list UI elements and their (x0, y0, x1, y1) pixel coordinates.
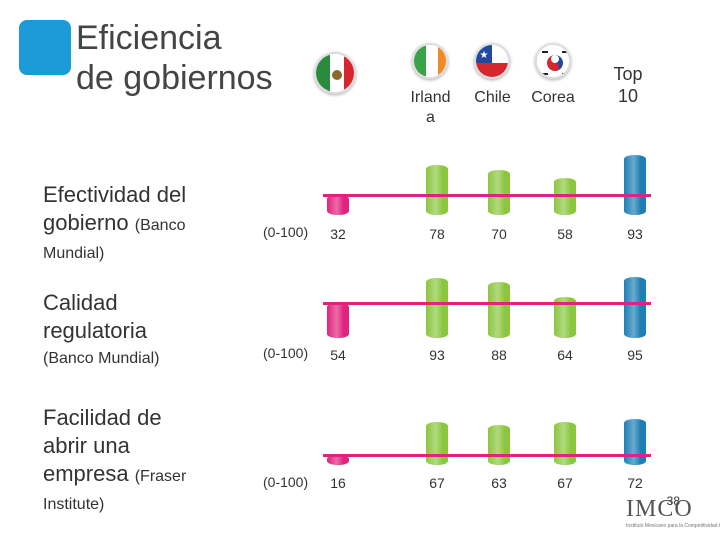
col-header-top10-line2: 10 (617, 86, 639, 106)
value-label: 67 (429, 475, 445, 491)
value-label: 93 (429, 347, 445, 363)
row0-line2: gobierno (43, 210, 129, 235)
col-header-corea: Corea (531, 89, 575, 106)
row1-line1: Calidad (43, 290, 118, 315)
bar-country-2 (488, 424, 510, 465)
title-line1: Eficiencia (76, 19, 222, 57)
row0-unit: (0-100) (263, 224, 309, 240)
bar-country-2 (488, 170, 510, 215)
col-header-top10: Top 10 (602, 63, 654, 107)
col-header-irlanda: Irland a (403, 88, 458, 128)
logo-text: IMCO (626, 496, 693, 522)
row-label-facilidad: Facilidad de abrir una empresa (Fraser I… (43, 404, 186, 519)
bar-country-1 (426, 165, 448, 215)
mexico-reference-line (323, 302, 651, 306)
row2-line2: abrir una (43, 433, 130, 458)
value-label: 88 (491, 347, 507, 363)
bar-country-3 (554, 297, 576, 338)
row-label-calidad: Calidad regulatoria (Banco Mundial) (43, 289, 160, 373)
row2-source2: Institute) (43, 496, 105, 513)
col-header-irlanda-line2: a (426, 109, 435, 126)
value-label: 54 (330, 347, 346, 363)
row2-line1: Facilidad de (43, 405, 162, 430)
value-label: 72 (627, 475, 643, 491)
title-accent-box (19, 20, 71, 75)
bar-country-3 (554, 422, 576, 465)
logo-subtitle: Instituto Mexicano para la Competitivida… (626, 523, 720, 529)
row0-source: (Banco (134, 217, 186, 234)
col-header-chile: Chile (474, 89, 511, 106)
ireland-flag-icon (412, 43, 448, 79)
mexico-flag-icon (314, 52, 356, 94)
value-label: 64 (557, 347, 573, 363)
korea-flag-icon (535, 43, 571, 79)
value-label: 70 (491, 226, 507, 242)
bar-top10 (624, 155, 646, 215)
row2-unit: (0-100) (263, 474, 309, 490)
mexico-reference-line (323, 193, 651, 197)
bar-top10 (624, 418, 646, 465)
row0-source2: Mundial) (43, 245, 105, 262)
value-label: 32 (330, 226, 346, 242)
bar-mexico (327, 303, 349, 338)
imco-logo: IMCO Instituto Mexicano para la Competit… (626, 496, 720, 532)
value-label: 58 (557, 226, 573, 242)
row2-line3: empresa (43, 461, 129, 486)
value-label: 95 (627, 347, 643, 363)
bar-country-1 (426, 422, 448, 465)
row0-line1: Efectividad del (43, 182, 187, 207)
value-label: 78 (429, 226, 445, 242)
value-label: 67 (557, 475, 573, 491)
row1-line2: regulatoria (43, 318, 147, 343)
bar-country-2 (488, 281, 510, 338)
title-line2: de gobiernos (76, 59, 273, 97)
bar-country-1 (426, 278, 448, 338)
bar-mexico (327, 194, 349, 215)
col-header-irlanda-line1: Irland (410, 89, 451, 106)
svg-text:★: ★ (480, 50, 489, 61)
value-label: 16 (330, 475, 346, 491)
bar-top10 (624, 277, 646, 338)
row1-source: (Banco Mundial) (43, 350, 160, 367)
page-number: 38 (666, 494, 680, 508)
value-label: 63 (491, 475, 507, 491)
col-header-top10-line1: Top (613, 64, 643, 84)
row2-source: (Fraser (134, 468, 187, 485)
page-title: Eficiencia de gobiernos (76, 18, 273, 98)
row-label-efectividad: Efectividad del gobierno (Banco Mundial) (43, 181, 186, 268)
bar-mexico (327, 454, 349, 465)
mexico-reference-line (323, 453, 651, 457)
value-label: 93 (627, 226, 643, 242)
row1-unit: (0-100) (263, 345, 309, 361)
chile-flag-icon: ★ (474, 43, 510, 79)
